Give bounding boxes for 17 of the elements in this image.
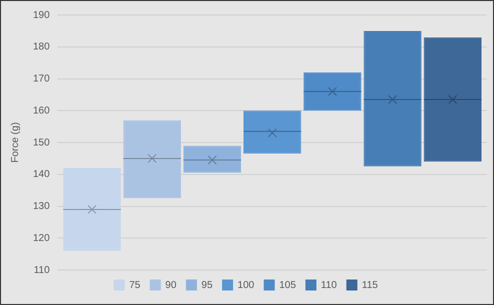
legend-label: 115 (362, 280, 378, 291)
legend-label: 105 (279, 280, 296, 291)
y-tick-label: 120 (32, 232, 50, 244)
legend-label: 95 (201, 280, 213, 291)
y-tick-label: 150 (32, 137, 50, 148)
legend-label: 110 (320, 280, 338, 291)
y-tick-label: 140 (32, 169, 50, 180)
y-tick-label: 160 (32, 105, 50, 116)
y-axis-title: Force (g) (10, 122, 21, 163)
y-tick-label: 180 (32, 42, 50, 53)
y-tick-label: 190 (32, 10, 50, 21)
y-tick-label: 170 (32, 74, 50, 84)
y-tick-label: 130 (32, 201, 50, 212)
legend-label: 90 (165, 280, 177, 291)
y-tick-label: 110 (34, 264, 50, 276)
legend-label: 100 (238, 280, 255, 291)
legend-label: 75 (129, 280, 141, 291)
